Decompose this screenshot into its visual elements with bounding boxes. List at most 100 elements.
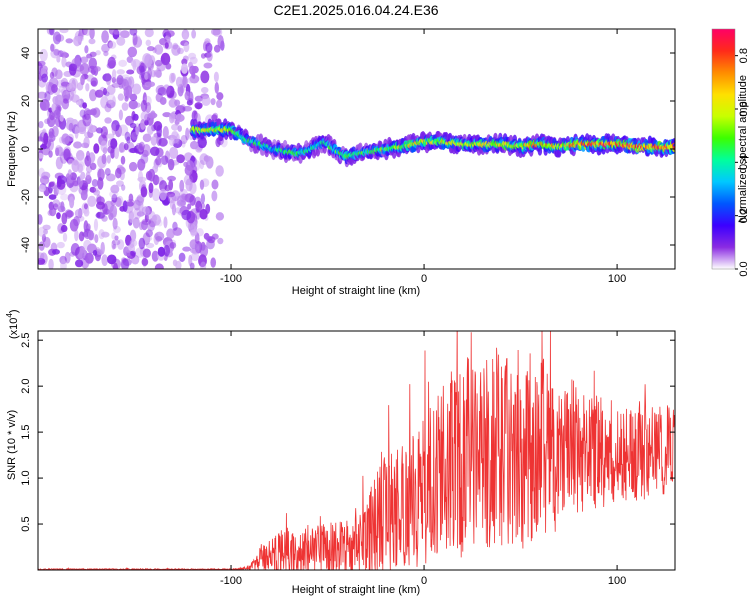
noise-cell [182,32,188,41]
noise-cell [175,260,182,269]
noise-cell [126,69,135,75]
noise-cell [92,249,98,256]
noise-cell [53,48,60,56]
noise-cell [156,62,166,72]
noise-cell [107,56,116,69]
noise-cell [146,220,156,232]
noise-cell [95,127,103,134]
noise-cell [170,190,181,202]
svg-text:(x104): (x104) [5,309,20,339]
noise-cell [194,240,203,254]
noise-cell [107,254,117,265]
noise-cell [61,52,70,59]
noise-cell [94,89,104,98]
noise-cell [128,210,134,223]
noise-cell [83,136,90,149]
noise-cell [153,69,160,78]
noise-cell [102,87,108,96]
noise-cell [125,249,131,257]
noise-cell [138,141,145,151]
noise-cell [160,52,171,66]
noise-cell [60,201,65,212]
noise-cell [87,195,97,207]
noise-cell [98,229,105,240]
noise-cell [160,155,169,166]
noise-cell [108,29,119,36]
spectrogram-panel: -100 0 100 -40 -20 0 20 40 Height of straight … [6,28,676,297]
noise-cell [111,123,117,136]
noise-cell [112,243,117,249]
noise-cell [85,109,95,116]
noise-cell [176,154,185,164]
noise-cell [180,134,188,145]
noise-cell [104,103,112,113]
noise-cell [129,93,138,102]
noise-cell [165,30,175,37]
noise-cell [132,113,139,121]
noise-cell [155,235,163,242]
noise-cell [40,143,47,150]
noise-cell [85,165,93,173]
noise-cell [38,167,45,178]
noise-cell [81,29,88,36]
y-tick-label: -40 [20,237,32,253]
noise-cell [110,138,118,150]
noise-cell [95,212,105,219]
noise-cell [137,170,144,183]
colorbar-tick-label: 0.2 [738,208,750,223]
noise-cell [89,162,97,171]
noise-cell [176,199,186,208]
noise-cell [105,72,112,86]
noise-cell [171,124,179,131]
noise-cell [197,136,207,149]
noise-cell [169,241,177,249]
noise-cell [56,241,65,249]
noise-cell [106,84,116,95]
noise-cell [38,241,45,251]
snr-y-label: SNR (10 * v/v) [6,410,18,480]
noise-cell [118,109,123,121]
noise-cell [192,160,201,172]
noise-cell [214,81,219,94]
noise-cell [71,94,80,103]
noise-cell [61,50,67,58]
noise-cell [56,55,61,63]
noise-cell [55,147,60,156]
noise-cell [123,143,129,151]
noise-cell [158,137,168,147]
noise-cell [113,146,120,159]
noise-cell [140,99,148,112]
noise-cell [93,66,101,72]
noise-cell [145,102,152,113]
noise-cell [217,35,224,49]
noise-cell [171,130,179,140]
noise-cell [70,87,77,96]
noise-cell [136,211,145,217]
noise-cell [41,73,48,83]
noise-cell [135,247,145,258]
noise-cell [68,63,78,72]
noise-cell [117,93,125,101]
x-tick-label: 0 [421,273,427,285]
noise-cell [199,179,205,190]
noise-cell [168,113,178,120]
noise-cell [70,243,80,256]
noise-cell [138,200,144,213]
noise-cell [172,221,178,231]
noise-cell [93,218,99,232]
noise-cell [145,39,152,47]
y-tick-label: 40 [20,47,32,59]
noise-cell [205,156,214,169]
noise-cell [110,148,115,159]
noise-cell [38,226,47,238]
noise-cell [210,257,217,268]
noise-cell [66,83,76,92]
noise-cell [171,203,177,216]
noise-cell [114,235,119,241]
noise-cell [48,194,57,200]
noise-cell [90,77,98,87]
noise-cell [60,193,69,201]
noise-cell [135,196,144,206]
y-tick-label: 0.5 [20,516,32,531]
